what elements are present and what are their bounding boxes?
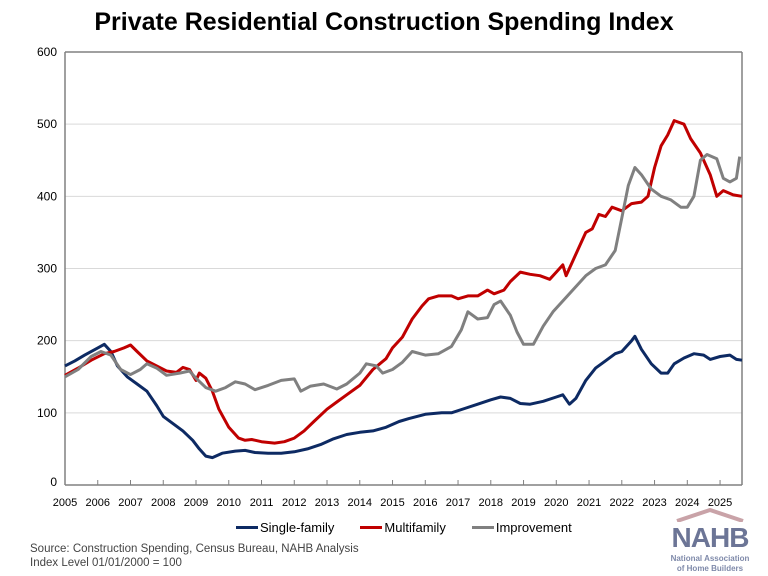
y-tick-label: 0 bbox=[50, 475, 57, 489]
legend: Single-family Multifamily Improvement bbox=[236, 520, 572, 535]
x-tick-label: 2016 bbox=[413, 497, 437, 509]
x-tick-label: 2006 bbox=[86, 497, 110, 509]
series-line-improvement bbox=[64, 153, 742, 393]
y-tick-label: 600 bbox=[37, 45, 57, 59]
logo-name: NAHB bbox=[671, 522, 750, 553]
legend-label: Improvement bbox=[495, 520, 572, 535]
legend-swatch bbox=[360, 526, 383, 529]
source-note: Source: Construction Spending, Census Bu… bbox=[30, 542, 359, 570]
x-tick-label: 2005 bbox=[53, 497, 77, 509]
chart-title: Private Residential Construction Spendin… bbox=[94, 8, 674, 36]
x-tick-label: 2014 bbox=[348, 497, 372, 509]
x-tick-label: 2015 bbox=[380, 497, 404, 509]
house-roof-icon bbox=[676, 508, 744, 522]
source-text: Source: Construction Spending, Census Bu… bbox=[30, 543, 359, 555]
x-tick-label: 2021 bbox=[577, 497, 601, 509]
nahb-logo: NAHB National Association of Home Builde… bbox=[660, 508, 760, 574]
x-tick-label: 2013 bbox=[315, 497, 339, 509]
x-tick-label: 2023 bbox=[642, 497, 666, 509]
series-line-multifamily bbox=[64, 119, 743, 445]
legend-item-multifamily: Multifamily bbox=[360, 520, 446, 535]
x-tick-label: 2018 bbox=[479, 497, 503, 509]
x-tick-label: 2017 bbox=[446, 497, 470, 509]
y-tick-label: 300 bbox=[37, 262, 57, 276]
x-tick-label: 2022 bbox=[610, 497, 634, 509]
legend-swatch bbox=[236, 526, 258, 529]
x-tick-label: 2009 bbox=[184, 497, 208, 509]
legend-label: Single-family bbox=[260, 520, 335, 535]
line-chart: 0 100 200 300 400 500 600 2005 2006 2007 2008 2009 2… bbox=[37, 45, 743, 509]
legend-swatch bbox=[471, 526, 494, 529]
x-tick-label: 2019 bbox=[511, 497, 535, 509]
x-tick-label: 2025 bbox=[708, 497, 732, 509]
logo-subtitle: of Home Builders bbox=[676, 564, 744, 573]
x-tick-label: 2020 bbox=[544, 497, 568, 509]
legend-item-improvement: Improvement bbox=[471, 520, 572, 535]
legend-label: Multifamily bbox=[384, 520, 446, 535]
logo-subtitle: National Association bbox=[670, 554, 750, 563]
index-note: Index Level 01/01/2000 = 100 bbox=[30, 557, 182, 569]
x-tick-label: 2011 bbox=[250, 497, 274, 509]
x-tick-label: 2007 bbox=[118, 497, 142, 509]
x-tick-label: 2012 bbox=[282, 497, 306, 509]
y-tick-label: 400 bbox=[37, 189, 57, 203]
y-tick-label: 100 bbox=[37, 406, 57, 420]
y-tick-label: 500 bbox=[37, 117, 57, 131]
x-tick-label: 2010 bbox=[217, 497, 241, 509]
series-line-single-family bbox=[64, 334, 743, 460]
x-tick-label: 2008 bbox=[151, 497, 175, 509]
legend-item-single-family: Single-family bbox=[236, 520, 334, 535]
y-tick-label: 200 bbox=[37, 334, 57, 348]
x-tick-label: 2024 bbox=[675, 497, 699, 509]
